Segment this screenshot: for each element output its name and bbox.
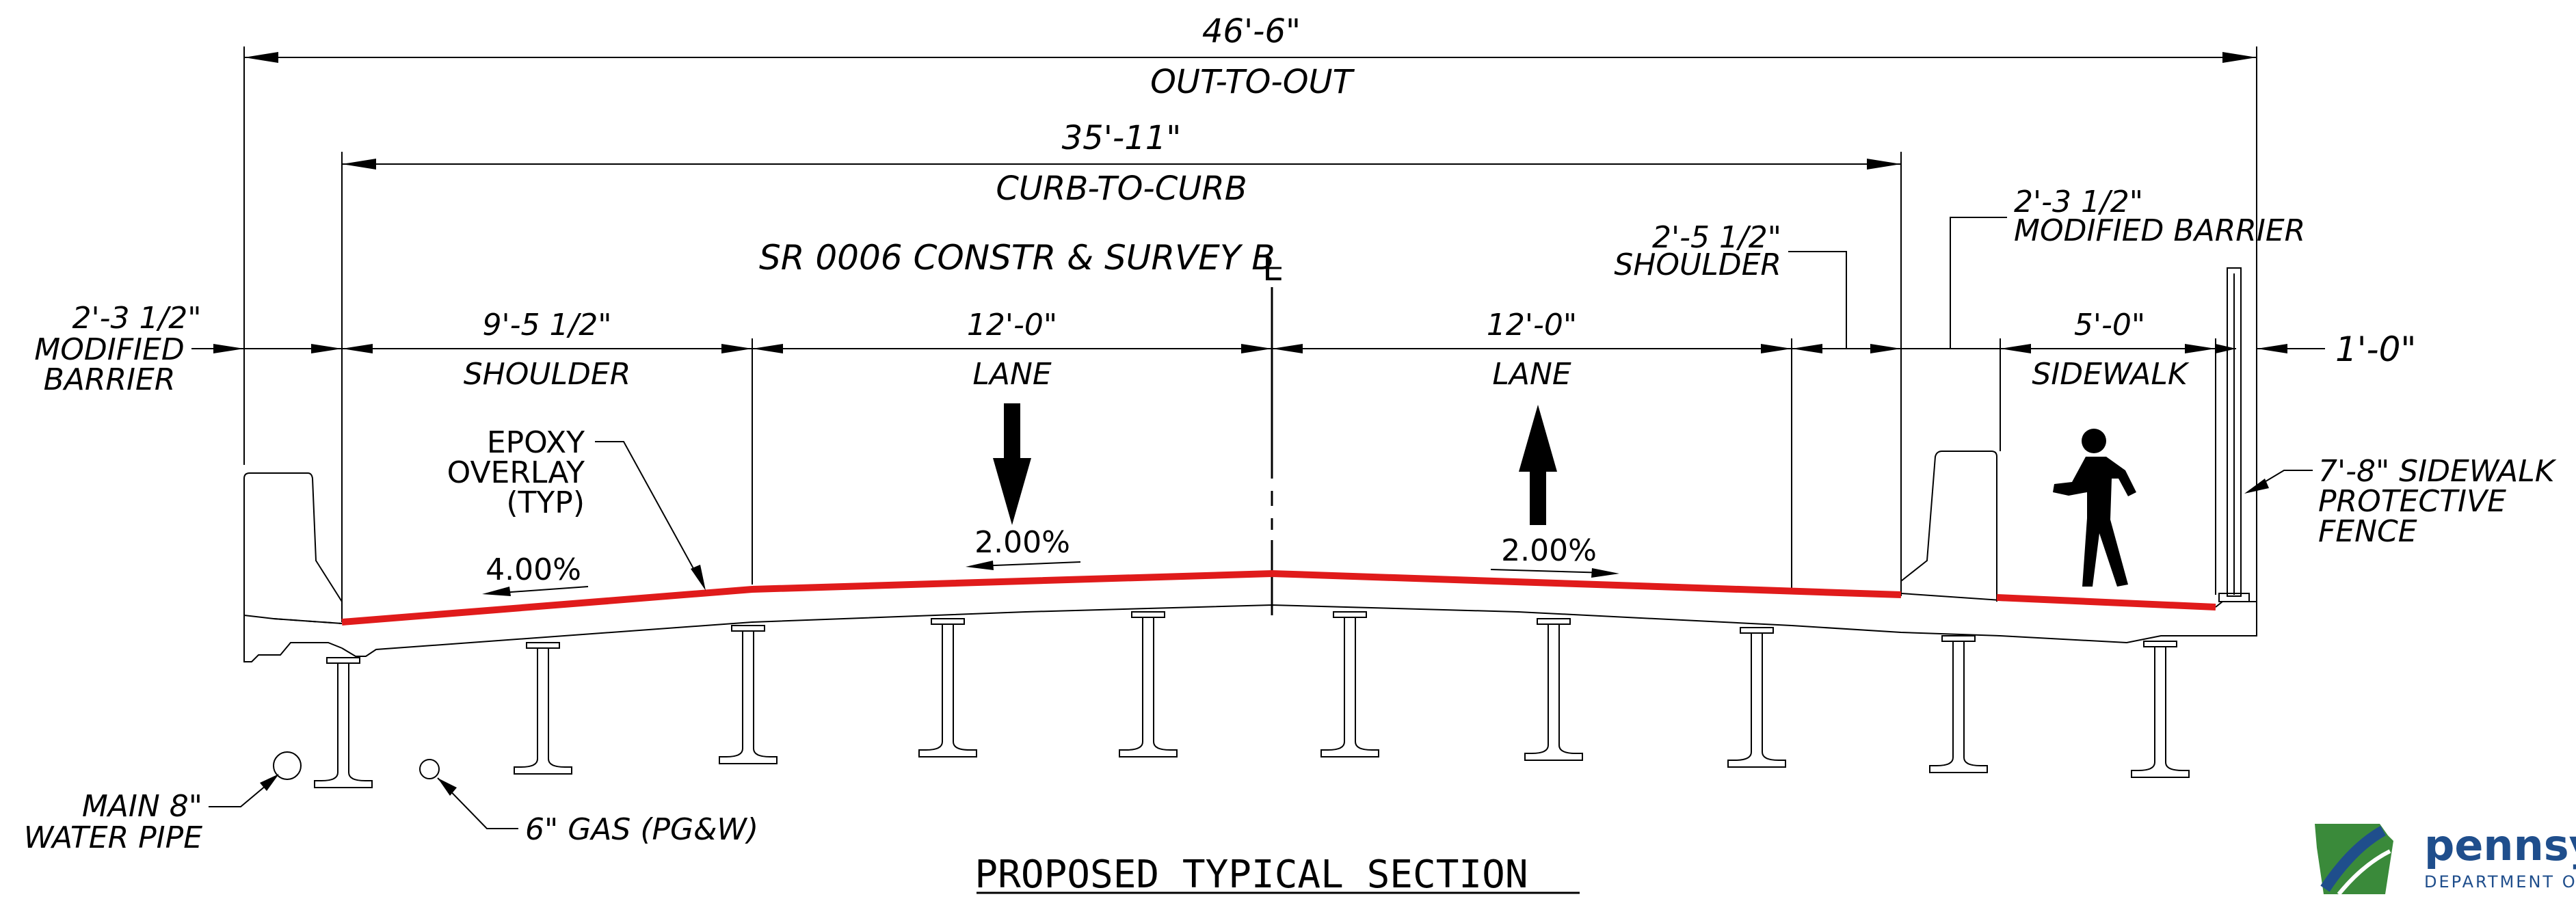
slope-left-lane: 2.00% — [966, 525, 1081, 570]
curb-to-curb-label: CURB-TO-CURB — [996, 170, 1247, 208]
logo-subtitle: DEPARTMENT O — [2424, 872, 2576, 891]
sidewalk-width: 5'-0" — [2074, 308, 2145, 343]
girder-9 — [1929, 635, 1988, 773]
penndot-logo: pennsy DEPARTMENT O — [2315, 820, 2576, 896]
logo-wordmark: pennsy — [2424, 820, 2576, 870]
out-to-out-dimension: 46'-6" OUT-TO-OUT — [243, 12, 2257, 602]
left-shoulder-label: SHOULDER — [464, 357, 631, 392]
girder-4 — [918, 618, 977, 757]
girder-5 — [1119, 611, 1178, 757]
epoxy-callout-line-2: OVERLAY — [447, 455, 585, 490]
right-shoulder-width: 2'-5 1/2" — [1652, 220, 1781, 255]
girder-2 — [514, 642, 572, 775]
water-pipe-label-2: WATER PIPE — [24, 820, 202, 855]
epoxy-callout-line-3: (TYP) — [506, 485, 585, 520]
traffic-arrow-down — [993, 403, 1031, 525]
girder-10 — [2131, 641, 2190, 778]
drawing-title: PROPOSED TYPICAL SECTION — [974, 853, 1528, 896]
left-barrier — [243, 472, 343, 622]
right-lane-label: LANE — [1492, 357, 1571, 392]
girder-3 — [719, 625, 778, 764]
fence-callout-line-1: 7'-8" SIDEWALK — [2318, 454, 2557, 489]
slope-left-lane-value: 2.00% — [974, 525, 1070, 560]
traffic-arrow-up — [1519, 405, 1557, 525]
survey-line-label: SR 0006 CONSTR & SURVEY B — [759, 238, 1275, 278]
left-shoulder-width: 9'-5 1/2" — [483, 308, 612, 343]
right-lane-width: 12'-0" — [1487, 308, 1577, 343]
right-shoulder-label: SHOULDER — [1614, 247, 1781, 282]
slope-right-lane: 2.00% — [1490, 533, 1619, 578]
epoxy-overlay-callout: EPOXY OVERLAY (TYP) — [447, 425, 706, 591]
fence-width: 1'-0" — [2335, 330, 2416, 369]
fence-callout: 7'-8" SIDEWALK PROTECTIVE FENCE — [2244, 454, 2557, 549]
left-lane-label: LANE — [972, 357, 1052, 392]
water-pipe: MAIN 8" WATER PIPE — [24, 751, 302, 855]
sidewalk-protective-fence — [2218, 267, 2250, 602]
epoxy-overlay — [341, 569, 1902, 626]
left-barrier-label-1: MODIFIED — [34, 332, 184, 367]
girder-8 — [1727, 627, 1786, 768]
water-pipe-label-1: MAIN 8" — [82, 789, 202, 824]
fence-callout-line-2: PROTECTIVE — [2318, 484, 2506, 519]
right-barrier-callout: 2'-3 1/2" MODIFIED BARRIER — [1950, 185, 2305, 349]
fence-callout-line-3: FENCE — [2318, 514, 2417, 549]
left-barrier-label-2: BARRIER — [44, 362, 176, 397]
slab-hidden-line — [273, 618, 343, 624]
out-to-out-label: OUT-TO-OUT — [1150, 63, 1355, 101]
epoxy-callout-line-1: EPOXY — [487, 425, 585, 460]
gas-line: 6" GAS (PG&W) — [419, 759, 758, 847]
girder-6 — [1320, 611, 1379, 757]
right-shoulder-callout: 2'-5 1/2" SHOULDER — [1614, 220, 1847, 349]
slope-left-shoulder: 4.00% — [482, 552, 589, 596]
sidewalk-overlay — [1996, 594, 2216, 610]
sidewalk-label: SIDEWALK — [2032, 357, 2190, 392]
left-barrier-width: 2'-3 1/2" — [72, 301, 202, 336]
left-lane-width: 12'-0" — [967, 308, 1057, 343]
slope-right-lane-value: 2.00% — [1501, 533, 1597, 568]
pedestrian-icon — [2053, 429, 2136, 587]
gas-line-label: 6" GAS (PG&W) — [525, 812, 758, 847]
component-dimension-string — [191, 338, 2325, 595]
right-barrier-width: 2'-3 1/2" — [2014, 185, 2143, 219]
out-to-out-value: 46'-6" — [1202, 12, 1301, 51]
girder-7 — [1524, 618, 1583, 761]
curb-to-curb-value: 35'-11" — [1062, 119, 1182, 157]
right-barrier — [1900, 451, 1997, 602]
right-barrier-label: MODIFIED BARRIER — [2014, 213, 2305, 248]
girder-1 — [314, 657, 373, 788]
left-barrier-dimension-label: 2'-3 1/2" MODIFIED BARRIER — [34, 301, 201, 397]
girders — [314, 611, 2190, 788]
curb-to-curb-dimension: 35'-11" CURB-TO-CURB — [341, 119, 1902, 619]
slope-left-shoulder-value: 4.00% — [486, 552, 581, 587]
